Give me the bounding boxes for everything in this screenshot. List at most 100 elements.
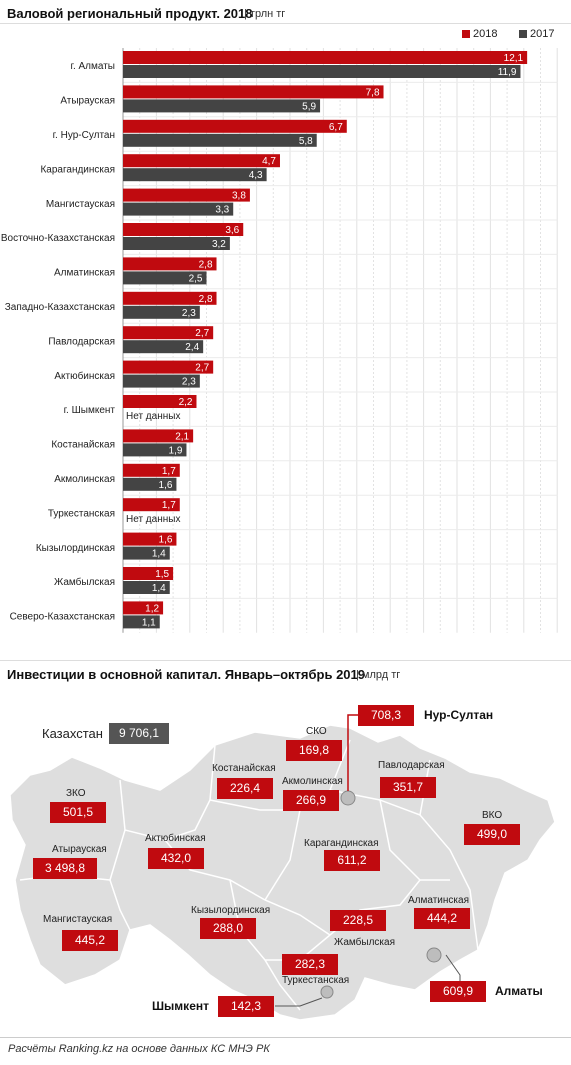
bar-2018 — [123, 498, 180, 512]
region-value: 288,0 — [200, 918, 256, 939]
category-label: Северо-Казахстанская — [10, 612, 115, 623]
bar-2017 — [123, 168, 267, 182]
category-label: Павлодарская — [48, 336, 115, 347]
region-value: 226,4 — [217, 778, 273, 799]
shymkent-marker — [320, 985, 334, 999]
data-label: 2,3 — [182, 308, 196, 319]
region-value: 445,2 — [62, 930, 118, 951]
data-label: 1,7 — [162, 500, 176, 511]
data-label: 2,2 — [179, 397, 193, 408]
data-label: 2,5 — [189, 273, 203, 284]
data-label: 2,8 — [199, 259, 213, 270]
region-value: 611,2 — [324, 850, 380, 871]
region-value: 351,7 — [380, 777, 436, 798]
bar-2017 — [123, 374, 200, 388]
bar-2018 — [123, 567, 174, 580]
data-label: 5,9 — [302, 101, 316, 112]
bar-2017 — [123, 237, 230, 250]
region-name: Карагандинская — [304, 838, 379, 849]
category-label: г. Шымкент — [64, 405, 116, 416]
bar-2017 — [123, 443, 187, 457]
source-note: Расчёты Ranking.kz на основе данных КС М… — [8, 1043, 270, 1055]
data-label: 3,8 — [232, 191, 246, 202]
data-label: 4,7 — [262, 156, 276, 167]
category-label: Карагандинская — [40, 164, 115, 175]
region-name: Кызылординская — [191, 905, 271, 916]
chart2-title: Инвестиции в основной капитал. Январь–ок… — [7, 667, 365, 682]
data-label: 2,4 — [185, 342, 199, 353]
region-name: Костанайская — [212, 763, 276, 774]
chart1-title: Валовой региональный продукт. 2018 — [7, 6, 253, 21]
data-label: 6,7 — [329, 122, 343, 133]
data-label: 12,1 — [504, 53, 524, 64]
region-value: 432,0 — [148, 848, 204, 869]
city-value-shymkent: 142,3 — [218, 996, 274, 1017]
bar-2017 — [123, 202, 234, 216]
bar-2018 — [123, 463, 180, 477]
data-label: 3,6 — [225, 225, 239, 236]
legend-2018-label: 2018 — [473, 28, 498, 40]
investment-map — [9, 714, 556, 1021]
bar-2018 — [123, 395, 197, 408]
bar-2018 — [123, 429, 194, 443]
shymkent-leader — [275, 997, 323, 1007]
category-label: Мангистауская — [46, 199, 115, 210]
bar-2018 — [123, 360, 214, 374]
data-label: 2,7 — [195, 363, 209, 374]
region-value: 499,0 — [464, 824, 520, 845]
bar-2018 — [123, 85, 384, 99]
bar-2017 — [123, 133, 317, 147]
total-label: Казахстан — [42, 726, 103, 741]
no-data-label: Нет данных — [126, 411, 180, 422]
bar-2017 — [123, 271, 207, 285]
region-name: Актюбинская — [145, 833, 206, 844]
region-value: 169,8 — [286, 740, 342, 761]
data-label: 1,9 — [169, 445, 183, 456]
region-value: 501,5 — [50, 802, 106, 823]
city-name-nur-sultan: Нур-Султан — [424, 708, 494, 722]
bar-2017 — [123, 65, 521, 78]
nur-sultan-leader — [347, 714, 358, 791]
category-label: Атырауская — [60, 96, 115, 107]
footer-divider — [0, 1037, 571, 1038]
data-label: 1,2 — [145, 603, 159, 614]
category-label: Костанайская — [51, 440, 115, 451]
grp-bar-chart: г. Алматы 12,1 11,9 Атырауская 7,8 5,9 г. Нур-… — [1, 48, 558, 633]
bar-2017 — [123, 340, 204, 354]
category-label: Кызылординская — [36, 543, 115, 554]
region-value: 444,2 — [414, 908, 470, 929]
data-label: 1,7 — [162, 466, 176, 477]
data-label: 1,1 — [142, 617, 156, 628]
region-borders — [19, 739, 479, 1011]
category-label: Жамбылская — [54, 576, 115, 588]
chart2-unit: | млрд тг — [356, 669, 401, 681]
data-label: 3,3 — [215, 205, 229, 216]
region-name: ВКО — [482, 810, 503, 821]
bar-2018 — [123, 326, 214, 340]
region-value: 282,3 — [282, 954, 338, 975]
bar-2018 — [123, 291, 217, 305]
region-name: Павлодарская — [378, 760, 445, 771]
data-label: 1,5 — [155, 569, 169, 580]
bar-2018 — [123, 188, 250, 202]
data-label: 1,4 — [152, 549, 166, 560]
bar-2017 — [123, 99, 321, 113]
data-label: 11,9 — [498, 67, 517, 78]
bar-2017 — [123, 546, 170, 560]
city-name-shymkent: Шымкент — [152, 999, 209, 1013]
category-label: Алматинская — [54, 268, 115, 279]
bar-2018 — [123, 257, 217, 271]
bar-2017 — [123, 477, 177, 491]
legend-2017-label: 2017 — [530, 28, 555, 40]
total-value: 9 706,1 — [109, 723, 169, 744]
category-label: Акмолинская — [54, 474, 115, 485]
data-label: 2,3 — [182, 377, 196, 388]
region-value: 3 498,8 — [33, 858, 97, 879]
category-label: г. Нур-Султан — [53, 130, 115, 141]
data-label: 2,1 — [175, 431, 189, 442]
category-label: Актюбинская — [54, 370, 115, 382]
legend-2018: 2018 — [462, 28, 497, 40]
data-label: 4,3 — [249, 170, 263, 181]
bar-2017 — [123, 581, 170, 594]
